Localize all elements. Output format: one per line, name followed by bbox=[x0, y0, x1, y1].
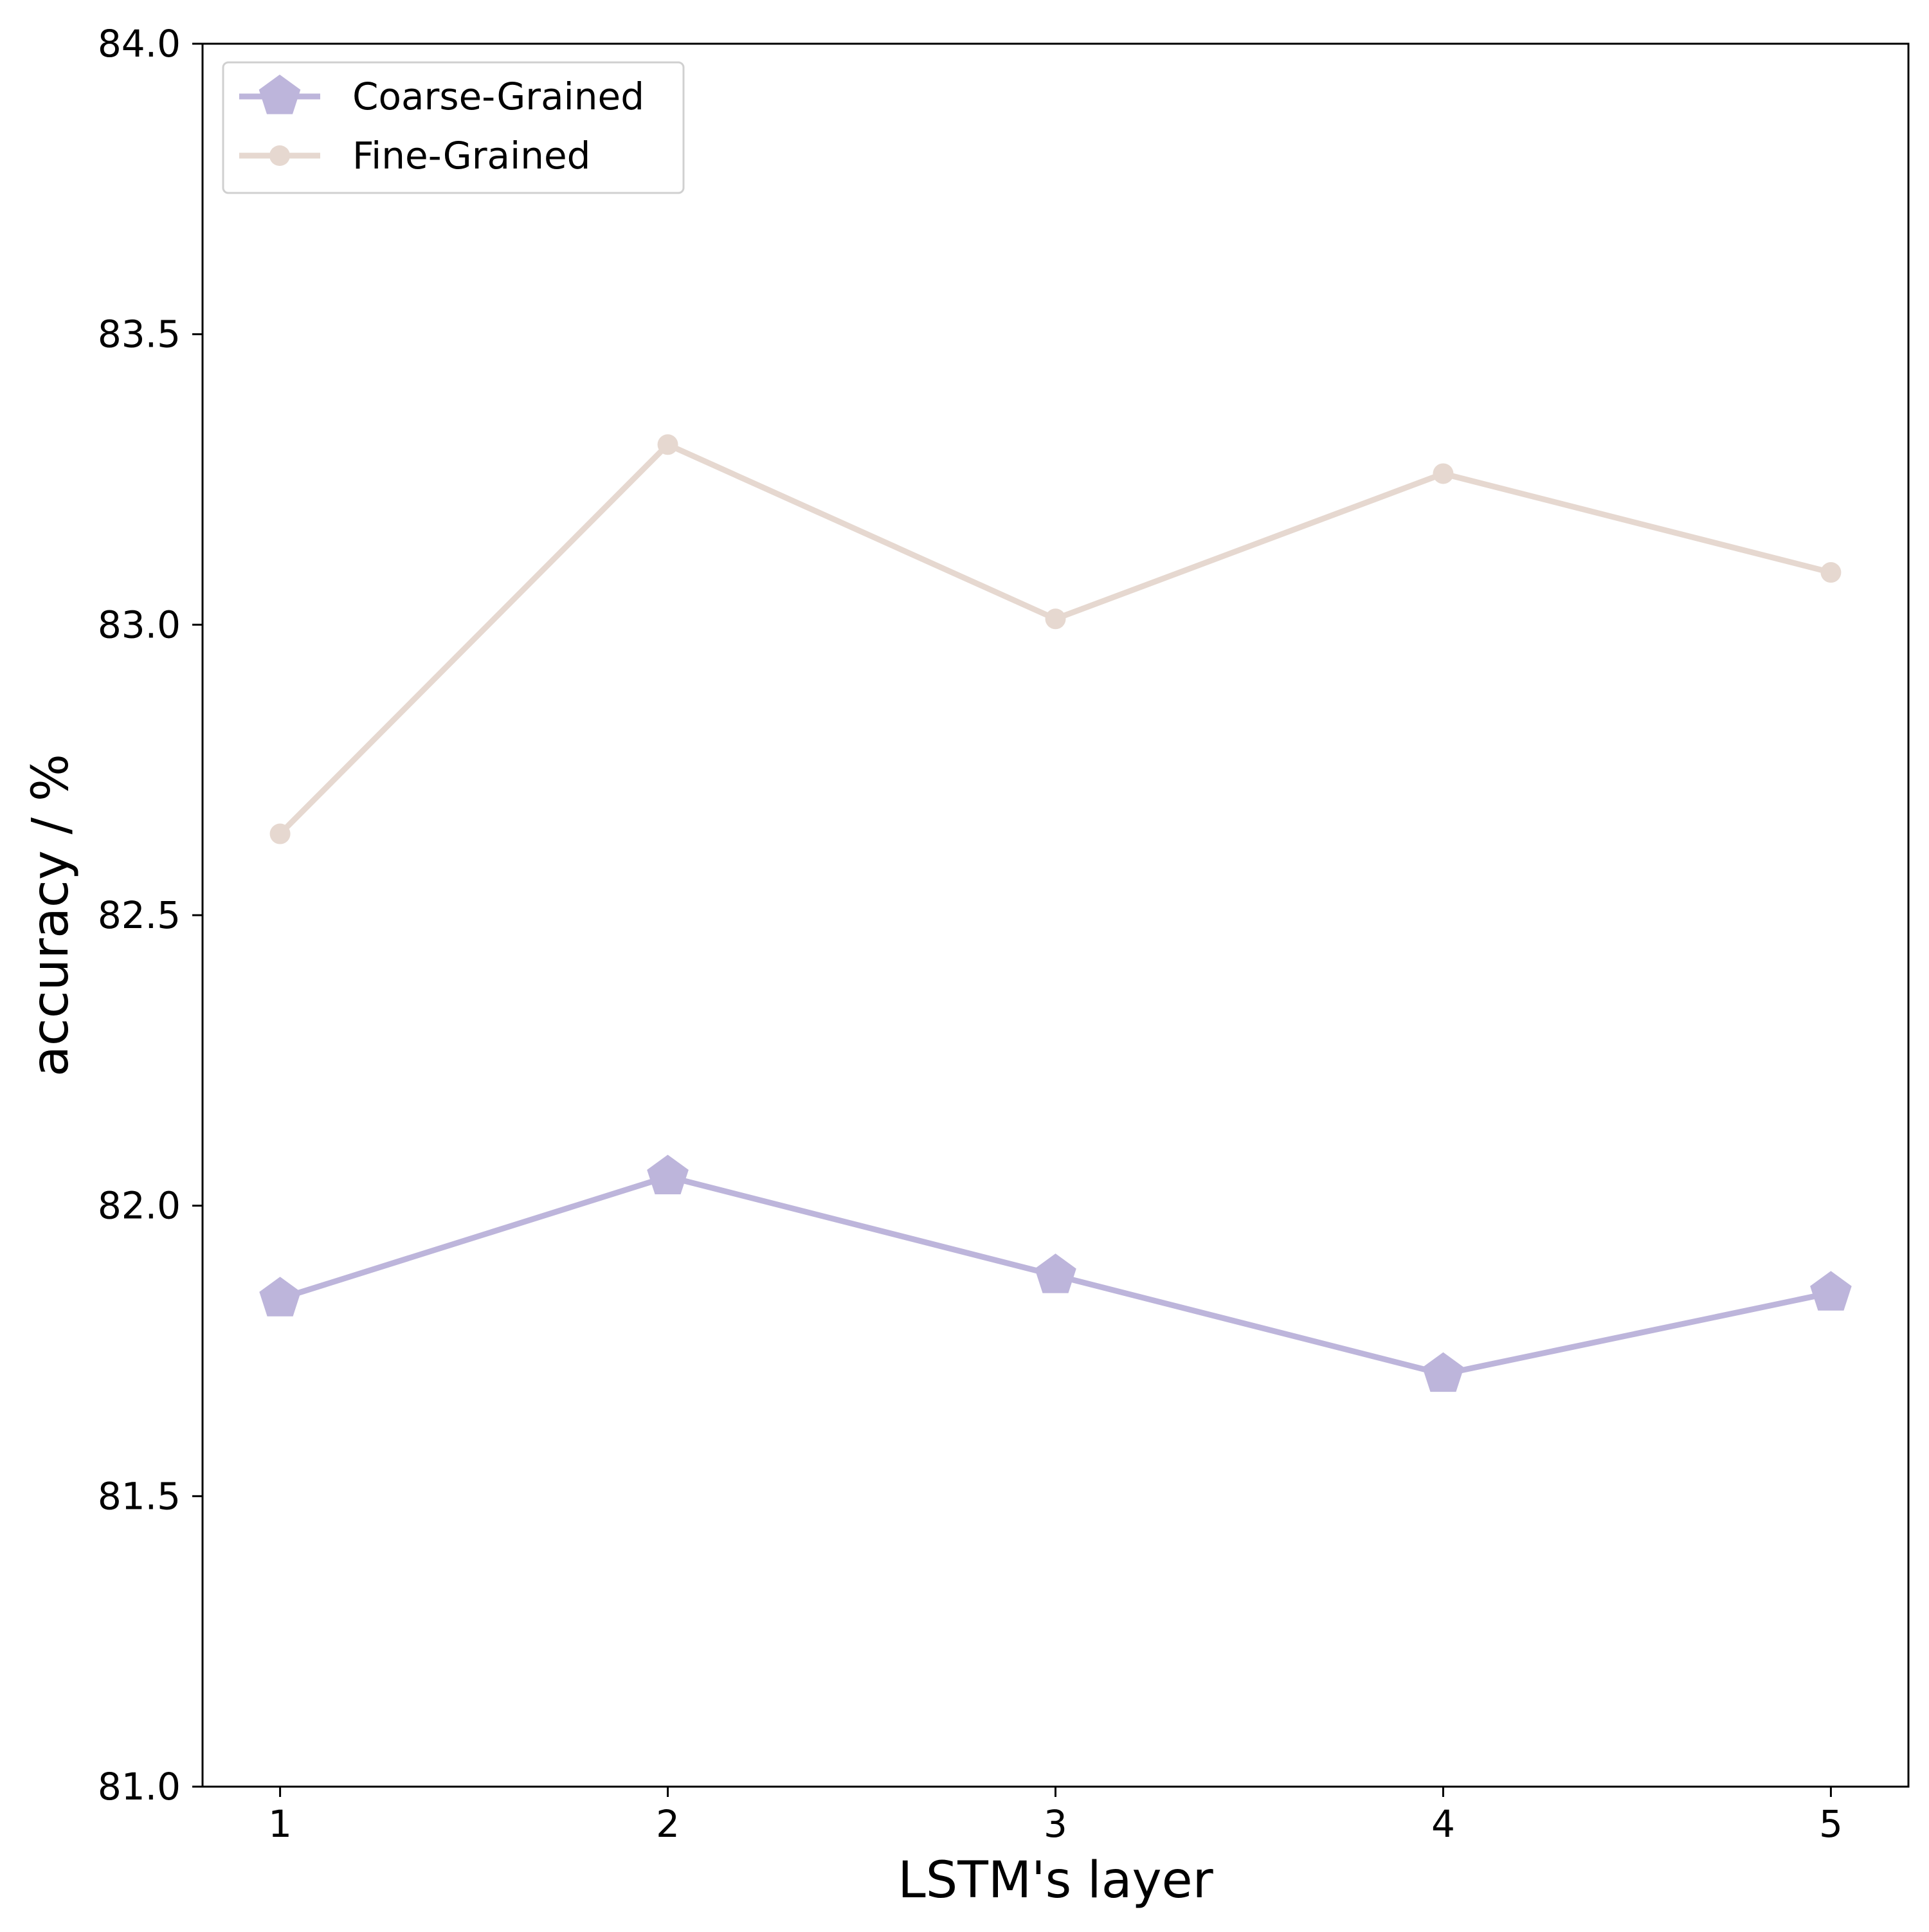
legend-item: Fine-Grained bbox=[239, 134, 590, 178]
x-axis-title: LSTM's layer bbox=[898, 1852, 1213, 1909]
data-point bbox=[1045, 608, 1066, 630]
x-axis-ticks: 1 2 3 4 5 bbox=[268, 1787, 1843, 1846]
legend-box bbox=[222, 61, 685, 194]
x-tick-label: 5 bbox=[1819, 1802, 1843, 1846]
series-layer bbox=[259, 434, 1852, 1392]
series-line bbox=[278, 441, 1832, 836]
legend-label: Fine-Grained bbox=[352, 134, 590, 178]
legend-label: Coarse-Grained bbox=[352, 75, 644, 118]
legend-marker bbox=[258, 75, 301, 114]
x-tick-label: 4 bbox=[1431, 1802, 1455, 1846]
y-tick-label: 81.5 bbox=[98, 1474, 181, 1518]
data-point bbox=[1433, 463, 1454, 484]
plot-frame bbox=[201, 42, 1910, 1788]
data-point bbox=[647, 1154, 689, 1194]
legend-marker bbox=[269, 145, 290, 166]
legend-item: Coarse-Grained bbox=[239, 75, 644, 118]
data-point bbox=[657, 434, 678, 455]
y-axis-ticks: 81.0 81.5 82.0 82.5 83.0 83.5 84.0 bbox=[98, 22, 203, 1809]
data-point bbox=[269, 823, 291, 844]
series-coarse-grained bbox=[259, 1154, 1852, 1392]
x-tick-label: 2 bbox=[656, 1802, 680, 1846]
y-tick-label: 82.5 bbox=[98, 893, 181, 937]
y-tick-label: 81.0 bbox=[98, 1765, 181, 1809]
y-tick-label: 82.0 bbox=[98, 1184, 181, 1228]
y-tick-label: 84.0 bbox=[98, 22, 181, 66]
y-tick-label: 83.0 bbox=[98, 603, 181, 646]
y-axis-title: accuracy / % bbox=[22, 754, 80, 1077]
data-point bbox=[1810, 1271, 1852, 1311]
y-tick-label: 83.5 bbox=[98, 313, 181, 356]
x-tick-label: 1 bbox=[268, 1802, 292, 1846]
data-point bbox=[259, 1277, 301, 1317]
x-tick-label: 3 bbox=[1044, 1802, 1067, 1846]
legend: Coarse-Grained Fine-Grained bbox=[222, 61, 685, 194]
series-fine-grained bbox=[269, 434, 1842, 844]
data-point bbox=[1422, 1352, 1464, 1392]
data-point bbox=[1035, 1253, 1076, 1293]
data-point bbox=[1820, 562, 1842, 583]
